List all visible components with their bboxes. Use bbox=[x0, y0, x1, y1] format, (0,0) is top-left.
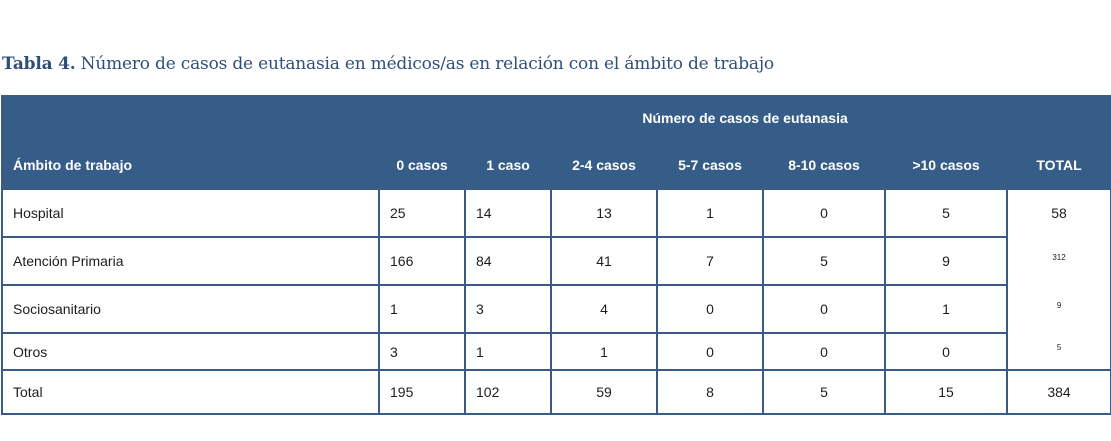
table-cell: 166 bbox=[378, 236, 466, 286]
table-cell: 5 bbox=[884, 188, 1008, 238]
table-cell: 58 bbox=[1005, 188, 1111, 238]
table-cell: 7 bbox=[656, 236, 764, 286]
column-header: >10 casos bbox=[884, 139, 1008, 190]
header-row-columns: Ámbito de trabajo 0 casos 1 caso 2-4 cas… bbox=[1, 139, 1111, 190]
table-cell: 5 bbox=[762, 236, 886, 286]
table-cell: 384 bbox=[1005, 369, 1111, 415]
column-header: Ámbito de trabajo bbox=[1, 139, 380, 190]
column-header: TOTAL bbox=[1005, 139, 1111, 190]
caption-text: Número de casos de eutanasia en médicos/… bbox=[75, 54, 774, 74]
table-cell: 0 bbox=[656, 332, 764, 371]
table-cell: 1 bbox=[656, 188, 764, 238]
column-header: 0 casos bbox=[378, 139, 466, 190]
header-row-group: Número de casos de eutanasia bbox=[1, 95, 1111, 141]
table-cell: 1 bbox=[550, 332, 658, 371]
caption-lead: Tabla 4. bbox=[2, 54, 76, 74]
table-cell: 102 bbox=[464, 369, 552, 415]
table-cell: 14 bbox=[464, 188, 552, 238]
table-cell: 25 bbox=[378, 188, 466, 238]
table-cell: 8 bbox=[656, 369, 764, 415]
table-cell: 3 bbox=[464, 284, 552, 334]
table-row: Atención Primaria 166 84 41 7 5 9 312 bbox=[1, 232, 1111, 286]
table-cell: 9 bbox=[1005, 280, 1111, 330]
table-row: Otros 3 1 1 0 0 0 5 bbox=[1, 328, 1111, 371]
table-caption: Tabla 4. Número de casos de eutanasia en… bbox=[2, 54, 774, 74]
header-blank-cell bbox=[1, 95, 380, 141]
table-cell: 4 bbox=[550, 284, 658, 334]
table-cell: 0 bbox=[762, 332, 886, 371]
table-cell: 1 bbox=[884, 284, 1008, 334]
table-row: Sociosanitario 1 3 4 0 0 1 9 bbox=[1, 280, 1111, 334]
table-cell: 1 bbox=[464, 332, 552, 371]
row-label: Total bbox=[1, 369, 380, 415]
table-cell: 41 bbox=[550, 236, 658, 286]
table-row: Hospital 25 14 13 1 0 5 58 bbox=[1, 188, 1111, 238]
table-cell: 59 bbox=[550, 369, 658, 415]
row-label: Otros bbox=[1, 332, 380, 371]
table-cell: 84 bbox=[464, 236, 552, 286]
column-header: 8-10 casos bbox=[762, 139, 886, 190]
column-header: 2-4 casos bbox=[550, 139, 658, 190]
table-cell: 9 bbox=[884, 236, 1008, 286]
table-cell: 13 bbox=[550, 188, 658, 238]
table-cell: 5 bbox=[762, 369, 886, 415]
table-cell: 5 bbox=[1005, 328, 1111, 367]
row-label: Hospital bbox=[1, 188, 380, 238]
group-header: Número de casos de eutanasia bbox=[377, 95, 1111, 141]
row-label: Sociosanitario bbox=[1, 284, 380, 334]
eutanasia-table: Número de casos de eutanasia Ámbito de t… bbox=[1, 95, 1111, 415]
table-cell: 3 bbox=[378, 332, 466, 371]
table-cell: 0 bbox=[762, 188, 886, 238]
table-cell: 0 bbox=[762, 284, 886, 334]
table-cell: 312 bbox=[1005, 232, 1111, 282]
row-label: Atención Primaria bbox=[1, 236, 380, 286]
table-cell: 0 bbox=[656, 284, 764, 334]
table-cell: 195 bbox=[378, 369, 466, 415]
table-row-total: Total 195 102 59 8 5 15 384 bbox=[1, 369, 1111, 415]
column-header: 5-7 casos bbox=[656, 139, 764, 190]
table-cell: 15 bbox=[884, 369, 1008, 415]
table-cell: 0 bbox=[884, 332, 1008, 371]
table-cell: 1 bbox=[378, 284, 466, 334]
column-header: 1 caso bbox=[464, 139, 552, 190]
